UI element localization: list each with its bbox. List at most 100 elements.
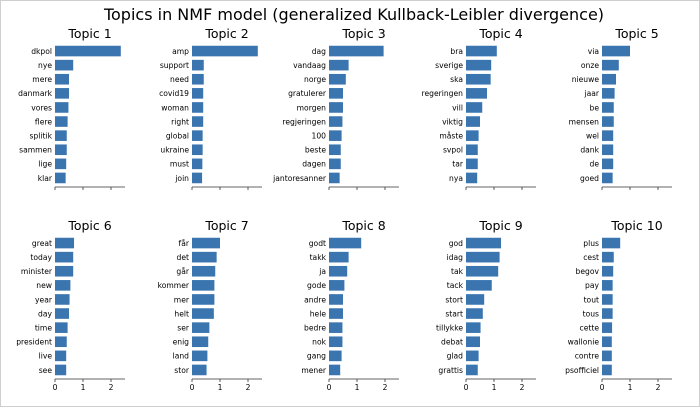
bar-stor [192, 364, 207, 376]
bar-bedre [329, 322, 343, 333]
bar-goed [602, 172, 613, 184]
topic-panel-9: Topic 9 god idag tak tack stort start tillykke d… [436, 218, 536, 392]
y-tick-label: contre [575, 352, 600, 361]
y-tick-label: dkpol [31, 47, 52, 56]
bar-tak [466, 265, 499, 277]
y-tick-label: 100 [312, 131, 327, 140]
bar-covid19 [192, 88, 204, 99]
y-tick-label: regjeringen [282, 117, 326, 126]
bar-cest [602, 251, 614, 263]
y-tick-label: godt [309, 239, 326, 248]
bar-morgen [329, 102, 343, 113]
y-tick-label: right [171, 117, 189, 126]
bar-det [192, 251, 217, 263]
topic-panel-6: Topic 6 great today minister new year day time p… [16, 218, 125, 392]
bar-live [55, 350, 67, 362]
bar-pay [602, 280, 613, 291]
x-tick-label: 1 [492, 383, 497, 392]
bar-psofficiel [602, 364, 612, 376]
bar-dag [329, 45, 384, 57]
y-tick-label: goed [580, 174, 599, 183]
bar-mensen [602, 116, 614, 127]
y-tick-label: regeringen [422, 89, 464, 98]
bar-via [602, 45, 630, 57]
bar-mere [55, 73, 69, 85]
y-tick-label: jantoresanner [272, 174, 327, 183]
y-tick-label: vandaag [293, 61, 326, 70]
bar-year [55, 294, 70, 305]
y-tick-label: wallonie [568, 338, 600, 347]
panel-title: Topic 10 [610, 218, 662, 233]
y-tick-label: jaar [583, 89, 599, 98]
bar-dkpol [55, 45, 121, 57]
panel-title: Topic 1 [67, 26, 111, 41]
panel-title: Topic 7 [204, 218, 248, 233]
panel-title: Topic 4 [478, 26, 522, 41]
bar-svpol [466, 144, 478, 156]
y-tick-label: dag [312, 47, 326, 56]
bar-plus [602, 237, 621, 249]
y-tick-label: cette [580, 323, 600, 332]
y-tick-label: today [30, 253, 52, 262]
y-tick-label: vores [31, 103, 52, 112]
y-tick-label: tous [583, 309, 599, 318]
bar-see [55, 364, 67, 376]
bar-must [192, 158, 203, 170]
bar-idag [466, 251, 500, 263]
y-tick-label: woman [161, 103, 189, 112]
y-tick-label: de [590, 160, 600, 169]
bar-mener [329, 364, 341, 376]
topic-panel-7: Topic 7 får det går kommer mer helt ser enig land… [158, 218, 262, 392]
y-tick-label: nya [449, 174, 463, 183]
y-tick-label: wel [586, 131, 599, 140]
bar-ser [192, 322, 210, 333]
y-tick-label: måste [439, 131, 463, 140]
bar-join [192, 172, 203, 184]
y-tick-label: tar [452, 160, 464, 169]
bar-ska [466, 73, 491, 85]
y-tick-label: går [176, 267, 189, 276]
y-tick-label: beste [305, 146, 326, 155]
panel-title: Topic 3 [341, 26, 385, 41]
bar-gode [329, 280, 345, 291]
bar-enig [192, 336, 209, 348]
bar-bra [466, 45, 497, 57]
y-tick-label: kommer [158, 281, 190, 290]
bar-tout [602, 294, 613, 305]
y-tick-label: dagen [302, 160, 326, 169]
bar-president [55, 336, 67, 348]
y-tick-label: gang [307, 352, 326, 361]
y-tick-label: sammen [19, 146, 52, 155]
bar-regjeringen [329, 116, 343, 127]
bar-hele [329, 308, 343, 319]
x-tick-label: 1 [628, 383, 633, 392]
bar-today [55, 251, 74, 263]
y-tick-label: grattis [438, 366, 463, 375]
bar-beste [329, 144, 341, 156]
bar-tar [466, 158, 478, 170]
bar-cette [602, 322, 613, 333]
panel-title: Topic 9 [478, 218, 522, 233]
bar-lige [55, 158, 67, 170]
bar-need [192, 73, 204, 85]
y-tick-label: new [36, 281, 52, 290]
bar-stort [466, 294, 485, 305]
bar-andre [329, 294, 343, 305]
bar-contre [602, 350, 612, 362]
bar-takk [329, 251, 349, 263]
bar-time [55, 322, 68, 333]
y-tick-label: klar [38, 174, 53, 183]
y-tick-label: day [38, 309, 52, 318]
x-tick-label: 1 [81, 383, 86, 392]
bar-vores [55, 102, 69, 113]
y-tick-label: mere [32, 75, 52, 84]
y-tick-label: ukraine [160, 146, 189, 155]
topic-panel-2: Topic 2 amp support need covid19 woman right gl… [159, 26, 262, 190]
y-tick-label: nok [312, 338, 326, 347]
y-tick-label: stort [445, 295, 463, 304]
bar-vill [466, 102, 483, 113]
bar-går [192, 265, 216, 277]
y-tick-label: via [588, 47, 599, 56]
bar-new [55, 280, 71, 291]
y-tick-label: psofficiel [565, 366, 599, 375]
